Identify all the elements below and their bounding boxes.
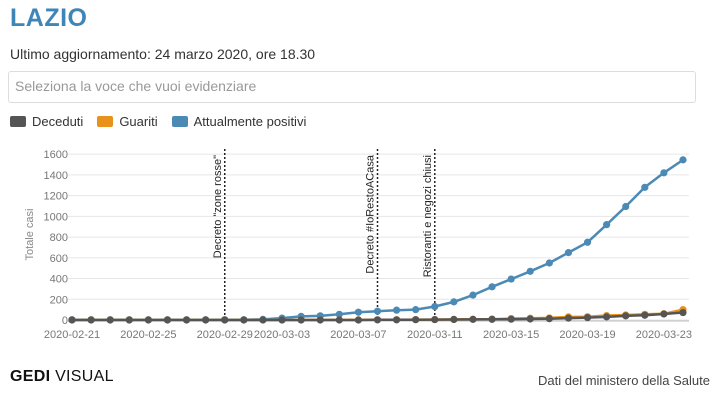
y-tick-label: 0 (62, 315, 68, 327)
legend-item-deceduti[interactable]: Deceduti (10, 114, 83, 129)
series-select[interactable]: Seleziona la voce che vuoi evidenziare (8, 71, 696, 103)
data-point-deceduti (316, 316, 324, 324)
x-tick-label: 2020-03-19 (559, 329, 615, 341)
data-point-attualmente-positivi (545, 259, 553, 267)
x-tick-label: 2020-02-25 (120, 329, 176, 341)
data-point-attualmente-positivi (622, 202, 630, 211)
data-point-deceduti (603, 313, 611, 321)
data-point-deceduti (373, 316, 382, 324)
data-point-deceduti (354, 316, 363, 324)
x-tick-label: 2020-03-11 (407, 329, 462, 341)
data-point-deceduti (182, 316, 191, 324)
data-point-deceduti (144, 316, 152, 324)
y-tick-label: 800 (50, 232, 68, 244)
data-point-deceduti (564, 314, 573, 322)
y-tick-label: 200 (50, 294, 68, 306)
data-point-deceduti (583, 314, 592, 322)
data-point-deceduti (221, 316, 229, 324)
y-tick-label: 1400 (44, 170, 68, 182)
data-point-deceduti (297, 316, 305, 324)
y-axis-label: Totale casi (24, 209, 36, 261)
x-tick-label: 2020-02-21 (44, 329, 100, 341)
x-tick-label: 2020-03-07 (330, 329, 386, 341)
data-point-attualmente-positivi (641, 183, 649, 191)
data-point-deceduti (278, 316, 286, 324)
chart-legend: Deceduti Guariti Attualmente positivi (10, 114, 320, 129)
data-point-attualmente-positivi (373, 307, 382, 315)
data-point-deceduti (679, 308, 687, 317)
data-point-attualmente-positivi (392, 306, 401, 314)
data-point-deceduti (202, 316, 210, 324)
y-tick-label: 400 (50, 274, 68, 286)
data-point-attualmente-positivi (603, 221, 611, 229)
data-point-attualmente-positivi (469, 291, 477, 299)
logo-rest: VISUAL (55, 368, 114, 385)
legend-swatch-deceduti (10, 116, 26, 127)
legend-item-guariti[interactable]: Guariti (97, 114, 158, 129)
y-tick-label: 1000 (44, 211, 68, 223)
data-point-attualmente-positivi (526, 267, 534, 275)
data-point-attualmente-positivi (335, 310, 343, 318)
data-point-deceduti (431, 315, 439, 324)
data-point-deceduti (87, 316, 95, 324)
data-point-attualmente-positivi (412, 306, 420, 314)
data-point-deceduti (469, 315, 477, 323)
legend-label-attualmente-positivi: Attualmente positivi (193, 114, 307, 129)
data-point-attualmente-positivi (564, 249, 573, 257)
data-point-deceduti (259, 316, 267, 324)
logo-bold: GEDI (10, 368, 51, 385)
annotation-label: Decreto "zone rosse" (212, 155, 224, 258)
data-source: Dati del ministero della Salute (538, 373, 710, 388)
page-title: LAZIO (10, 4, 88, 32)
legend-label-deceduti: Deceduti (32, 114, 84, 129)
legend-label-guariti: Guariti (119, 114, 158, 129)
data-point-attualmente-positivi (679, 156, 687, 164)
data-point-deceduti (412, 316, 420, 324)
data-point-attualmente-positivi (354, 308, 363, 316)
data-point-attualmente-positivi (660, 169, 668, 177)
series-line-attualmente-positivi (72, 158, 684, 321)
data-point-attualmente-positivi (450, 298, 458, 306)
data-point-deceduti (335, 316, 343, 324)
data-point-deceduti (641, 311, 649, 319)
gedi-visual-logo: GEDI VISUAL (10, 368, 114, 386)
data-point-deceduti (240, 316, 248, 324)
legend-item-attualmente-positivi[interactable]: Attualmente positivi (171, 114, 307, 129)
data-point-attualmente-positivi (488, 283, 496, 291)
y-tick-label: 600 (50, 253, 68, 265)
data-point-deceduti (526, 315, 534, 323)
legend-swatch-attualmente-positivi (171, 116, 188, 127)
data-point-deceduti (68, 316, 76, 324)
y-tick-label: 1600 (44, 149, 68, 161)
x-tick-label: 2020-03-03 (254, 329, 310, 341)
data-point-deceduti (660, 310, 668, 318)
x-tick-label: 2020-03-15 (483, 329, 539, 341)
last-updated-text: Ultimo aggiornamento: 24 marzo 2020, ore… (10, 46, 316, 62)
data-point-attualmente-positivi (583, 238, 592, 246)
x-tick-label: 2020-02-29 (197, 329, 253, 341)
data-point-attualmente-positivi (431, 302, 439, 311)
data-point-deceduti (125, 316, 133, 324)
annotation-label: Decreto #IoRestoACasa (365, 154, 377, 273)
data-point-deceduti (507, 315, 515, 323)
data-point-attualmente-positivi (507, 275, 515, 283)
data-point-deceduti (622, 312, 630, 320)
legend-swatch-guariti (97, 116, 114, 127)
data-point-deceduti (106, 316, 114, 324)
data-point-deceduti (488, 315, 496, 323)
data-point-deceduti (163, 316, 172, 324)
line-chart: 0 200 400 600 800 1000 1200 1400 1600 2020-02-21 2… (24, 149, 692, 341)
data-point-deceduti (450, 315, 458, 324)
x-tick-label: 2020-03-23 (636, 329, 692, 341)
data-point-deceduti (545, 315, 553, 323)
data-point-deceduti (392, 316, 401, 324)
annotation-label: Ristoranti e negozi chiusi (422, 155, 434, 277)
y-tick-label: 1200 (44, 191, 68, 203)
